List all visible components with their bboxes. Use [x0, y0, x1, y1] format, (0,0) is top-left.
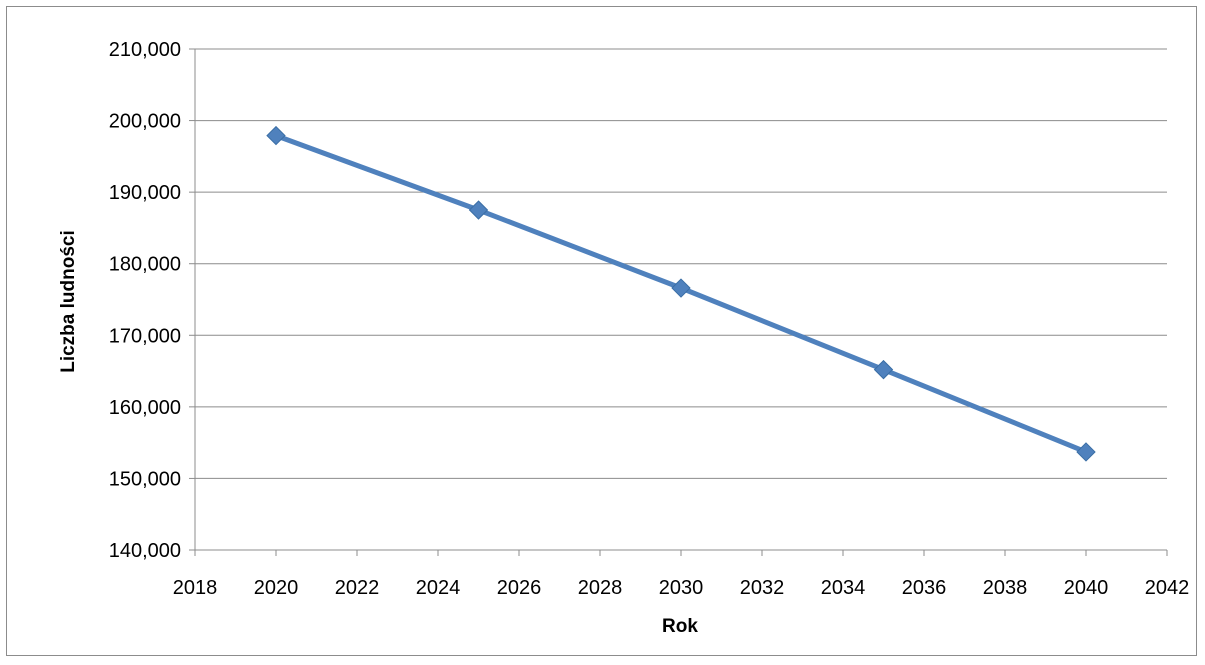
- data-point-marker: [1076, 442, 1096, 462]
- y-tick-label: 180,000: [109, 254, 181, 276]
- y-tick-label: 160,000: [109, 397, 181, 419]
- x-tick-label: 2036: [902, 577, 947, 599]
- x-tick-label: 2038: [983, 577, 1028, 599]
- y-tick-label: 150,000: [109, 468, 181, 490]
- data-point-marker: [873, 359, 894, 380]
- series-layer: [266, 125, 1096, 462]
- x-tick-label: 2024: [416, 577, 461, 599]
- x-tick-label: 2030: [659, 577, 704, 599]
- chart-area: 140,000 150,000 160,000 170,000 180,000 190,0…: [6, 6, 1197, 656]
- gridlines: [195, 48, 1167, 479]
- x-tick-label: 2022: [335, 577, 380, 599]
- y-tick-label: 210,000: [109, 39, 181, 61]
- x-tick-label: 2040: [1064, 577, 1109, 599]
- data-point-marker: [266, 125, 286, 146]
- x-tick-label: 2042: [1145, 577, 1190, 599]
- y-axis-title: Liczba ludności: [58, 230, 79, 373]
- data-point-marker: [468, 200, 489, 220]
- x-tick-label: 2028: [578, 577, 623, 599]
- x-tick-label: 2020: [254, 577, 299, 599]
- x-tick-label: 2018: [173, 577, 218, 599]
- y-tick-label: 200,000: [109, 111, 181, 133]
- axes: [189, 48, 1168, 556]
- y-tick-label: 170,000: [109, 325, 181, 347]
- line-chart: 140,000 150,000 160,000 170,000 180,000 190,0…: [58, 39, 1190, 637]
- y-tick-label: 140,000: [109, 540, 181, 562]
- data-point-marker: [671, 278, 691, 298]
- tick-labels: 140,000 150,000 160,000 170,000 180,000 190,0…: [109, 39, 1190, 599]
- x-tick-label: 2032: [740, 577, 785, 599]
- x-tick-label: 2026: [497, 577, 542, 599]
- y-tick-label: 190,000: [109, 182, 181, 204]
- x-tick-label: 2034: [821, 577, 866, 599]
- x-axis-title: Rok: [662, 616, 698, 637]
